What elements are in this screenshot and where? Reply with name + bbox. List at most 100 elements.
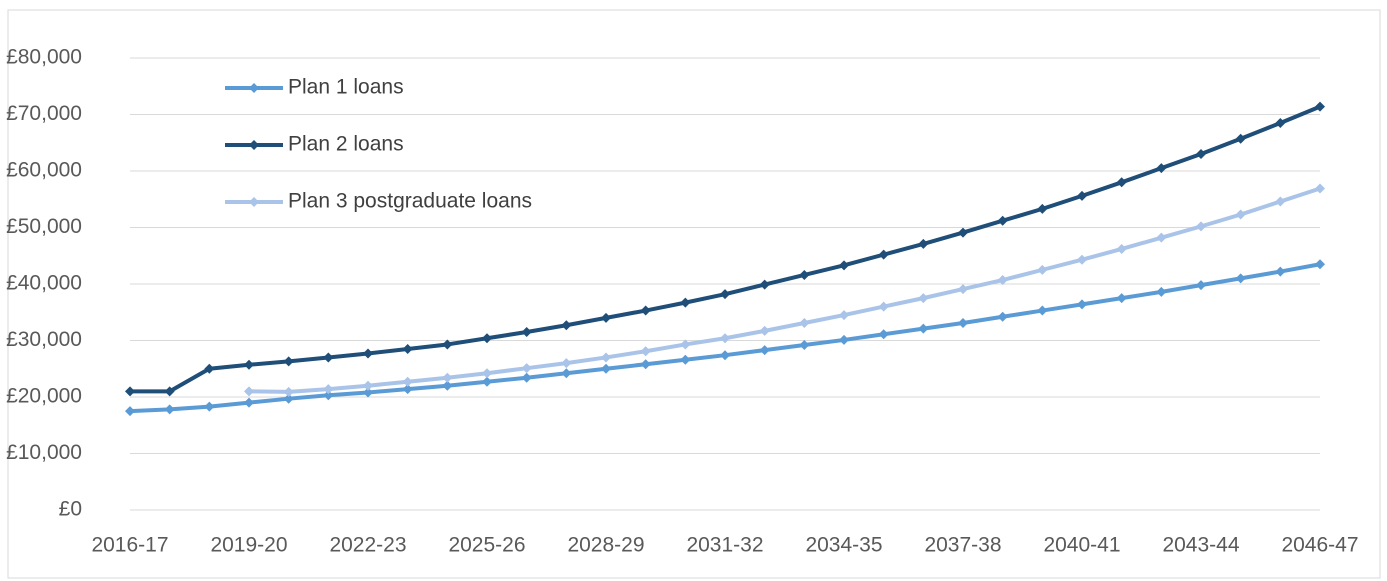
data-point (125, 406, 135, 417)
data-point (839, 334, 849, 345)
data-point (720, 333, 730, 344)
data-point (244, 386, 254, 397)
data-point (125, 386, 135, 397)
legend-marker (249, 197, 259, 207)
x-tick-label: 2037-38 (924, 534, 1001, 557)
x-tick-label: 2031-32 (686, 534, 763, 557)
legend-marker (249, 140, 259, 150)
data-point (1116, 293, 1127, 304)
data-point (720, 350, 730, 361)
data-point (958, 227, 968, 238)
data-point (1196, 221, 1206, 232)
data-point (918, 293, 929, 304)
data-point (1196, 149, 1206, 160)
chart-frame (7, 9, 1381, 579)
data-point (442, 380, 453, 391)
data-point (997, 275, 1008, 286)
y-tick-label: £10,000 (6, 441, 82, 464)
data-point (640, 305, 651, 316)
data-point (680, 354, 691, 365)
x-tick-label: 2040-41 (1043, 534, 1120, 557)
x-tick-label: 2019-20 (210, 534, 287, 557)
data-point (918, 238, 929, 249)
data-point (164, 386, 175, 397)
data-point (244, 397, 254, 408)
data-point (283, 356, 294, 367)
x-tick-label: 2028-29 (567, 534, 644, 557)
data-point (164, 404, 175, 415)
data-point (839, 260, 849, 271)
data-point (363, 380, 373, 391)
y-tick-label: £80,000 (6, 46, 82, 69)
data-point (482, 376, 492, 387)
y-tick-label: £40,000 (6, 272, 82, 295)
x-tick-label: 2043-44 (1162, 534, 1239, 557)
data-point (402, 343, 413, 354)
data-point (1196, 280, 1206, 291)
y-tick-label: £0 (59, 498, 82, 521)
data-point (482, 333, 492, 344)
data-point (323, 352, 334, 363)
data-point (601, 363, 611, 374)
data-point (918, 323, 929, 334)
data-point (1156, 163, 1167, 174)
x-tick-label: 2034-35 (805, 534, 882, 557)
data-point (878, 329, 889, 340)
data-point (997, 215, 1008, 226)
data-point (402, 376, 413, 387)
data-point (799, 340, 810, 351)
data-point (1037, 264, 1048, 275)
data-point (244, 359, 254, 370)
data-point (958, 284, 968, 295)
data-point (521, 363, 532, 374)
data-point (402, 384, 413, 395)
y-tick-label: £20,000 (6, 385, 82, 408)
data-point (204, 401, 215, 412)
data-point (1235, 133, 1246, 144)
data-point (1235, 209, 1246, 220)
data-point (1116, 177, 1127, 188)
legend-label: Plan 1 loans (288, 76, 404, 99)
data-point (1037, 203, 1048, 214)
data-point (1315, 183, 1325, 194)
data-point (640, 359, 651, 370)
data-point (363, 387, 373, 398)
data-point (1077, 190, 1087, 201)
data-point (561, 320, 572, 331)
data-point (958, 317, 968, 328)
data-point (759, 279, 770, 290)
data-point (283, 386, 294, 397)
data-point (204, 363, 215, 374)
x-tick-label: 2046-47 (1281, 534, 1358, 557)
data-point (1275, 117, 1286, 128)
data-point (521, 327, 532, 338)
x-tick-label: 2022-23 (329, 534, 406, 557)
data-point (601, 312, 611, 323)
legend-label: Plan 3 postgraduate loans (288, 190, 532, 213)
data-point (839, 310, 849, 321)
data-point (720, 289, 730, 300)
y-tick-label: £60,000 (6, 159, 82, 182)
x-tick-label: 2025-26 (448, 534, 525, 557)
data-point (1275, 266, 1286, 277)
data-point (878, 249, 889, 260)
data-point (1275, 196, 1286, 207)
data-point (640, 346, 651, 357)
data-point (323, 384, 334, 395)
legend-marker (249, 83, 259, 93)
legend-label: Plan 2 loans (288, 133, 404, 156)
data-point (799, 317, 810, 328)
data-point (363, 348, 373, 359)
legend: Plan 1 loans Plan 2 loans Plan 3 postgradu… (225, 76, 532, 213)
data-point (759, 325, 770, 336)
data-point (1156, 286, 1167, 297)
y-tick-label: £30,000 (6, 328, 82, 351)
data-point (1077, 299, 1087, 310)
data-point (1116, 243, 1127, 254)
data-point (323, 390, 334, 401)
y-tick-label: £70,000 (6, 102, 82, 125)
data-point (1037, 305, 1048, 316)
data-point (482, 368, 492, 379)
